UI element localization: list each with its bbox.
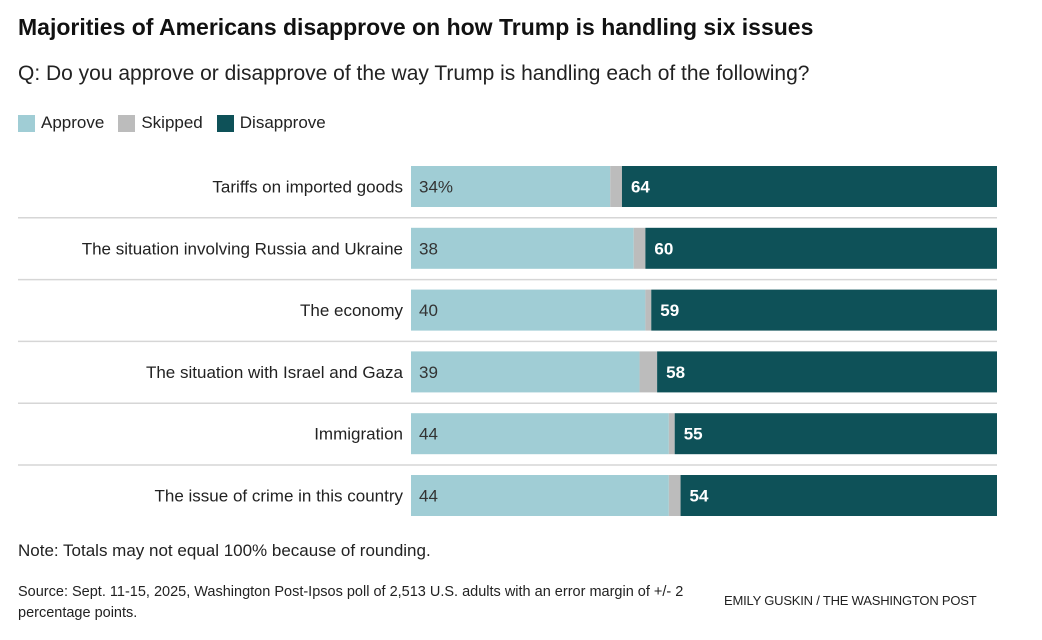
- bar-approve: [411, 166, 611, 207]
- data-label-disapprove: 60: [654, 239, 673, 258]
- category-label: The economy: [300, 301, 403, 320]
- note: Note: Totals may not equal 100% because …: [18, 541, 431, 560]
- bar-skipped: [610, 166, 622, 207]
- source: Source: Sept. 11-15, 2025, Washington Po…: [18, 584, 684, 621]
- category-label: Tariffs on imported goods: [212, 178, 403, 197]
- legend-swatch: [216, 114, 234, 132]
- data-label-approve: 40: [419, 301, 438, 320]
- data-label-approve: 38: [419, 239, 438, 258]
- data-label-disapprove: 54: [690, 487, 709, 506]
- legend-label: Skipped: [141, 113, 203, 132]
- bar-approve: [411, 413, 669, 455]
- chart-title: Majorities of Americans disapprove on ho…: [18, 14, 814, 40]
- bar-skipped: [639, 351, 658, 393]
- bar-chart: Tariffs on imported goods 34% 64 The situat…: [18, 166, 997, 516]
- bar-skipped: [633, 227, 646, 269]
- category-label: The situation with Israel and Gaza: [146, 363, 404, 382]
- category-label: The situation involving Russia and Ukrai…: [82, 239, 403, 258]
- data-label-disapprove: 59: [660, 301, 679, 320]
- legend-item: Disapprove: [216, 113, 326, 133]
- credit: EMILY GUSKIN / THE WASHINGTON POST: [724, 593, 977, 608]
- category-label: The issue of crime in this country: [155, 487, 404, 506]
- bar-skipped: [668, 413, 675, 455]
- bar-disapprove: [680, 475, 997, 516]
- chart-subtitle: Q: Do you approve or disapprove of the w…: [18, 62, 810, 85]
- data-label-disapprove: 55: [684, 425, 703, 444]
- bar-approve: [411, 289, 646, 331]
- bar-disapprove: [674, 413, 997, 455]
- data-label-approve: 34%: [419, 178, 453, 197]
- bar-approve: [411, 227, 634, 269]
- bar-disapprove: [651, 289, 997, 331]
- legend-label: Approve: [41, 113, 105, 132]
- data-label-approve: 39: [419, 363, 438, 382]
- bar-disapprove: [645, 227, 997, 269]
- data-label-approve: 44: [419, 487, 438, 506]
- data-label-disapprove: 64: [631, 178, 650, 197]
- bar-disapprove: [657, 351, 997, 393]
- data-label-approve: 44: [419, 425, 438, 444]
- legend-swatch: [18, 114, 35, 132]
- legend-swatch: [118, 114, 136, 132]
- bar-skipped: [668, 475, 681, 516]
- legend: Approve Skipped Disapprove: [18, 113, 326, 133]
- legend-item: Skipped: [118, 113, 203, 133]
- legend-item: Approve: [18, 113, 104, 133]
- bar-disapprove: [621, 166, 997, 207]
- bar-skipped: [645, 289, 652, 331]
- data-label-disapprove: 58: [666, 363, 685, 382]
- legend-label: Disapprove: [239, 113, 326, 132]
- bar-approve: [411, 475, 669, 516]
- category-label: Immigration: [314, 425, 403, 444]
- bar-approve: [411, 351, 640, 393]
